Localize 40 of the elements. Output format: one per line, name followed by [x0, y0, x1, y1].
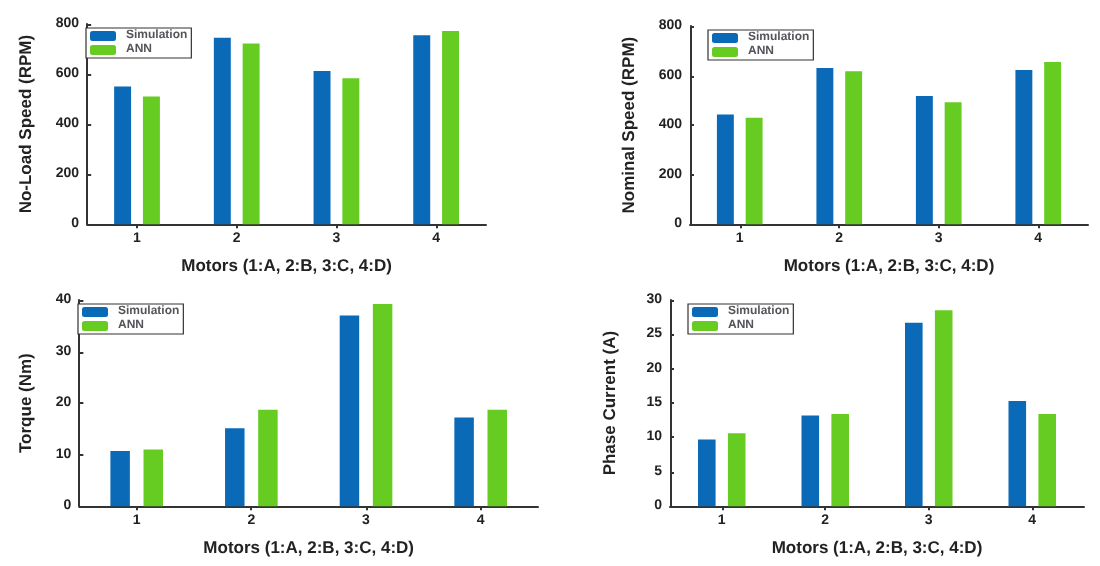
bar — [258, 409, 278, 507]
y-axis-title: Phase Current (A) — [599, 330, 619, 476]
bar — [845, 71, 863, 225]
bar — [745, 117, 763, 225]
bar — [142, 96, 160, 225]
bar — [1015, 70, 1033, 225]
x-axis-title: Motors (1:A, 2:B, 3:C, 4:D) — [181, 255, 393, 275]
bar — [1044, 61, 1062, 225]
bar — [915, 96, 933, 225]
bar — [1038, 414, 1056, 507]
bar — [313, 71, 331, 225]
bar — [831, 414, 849, 507]
bar — [944, 102, 962, 225]
bar — [339, 315, 360, 507]
bar — [1008, 401, 1027, 507]
y-axis-title: Torque (Nm) — [15, 352, 35, 454]
bar — [225, 428, 245, 507]
bar — [342, 78, 360, 225]
bar — [487, 409, 507, 507]
bar — [698, 439, 716, 507]
bar — [727, 433, 746, 507]
bar — [413, 35, 431, 225]
y-axis-title: No-Load Speed (RPM) — [15, 34, 35, 214]
y-axis-title: Nominal Speed (RPM) — [617, 36, 638, 214]
bar — [442, 31, 460, 225]
x-axis-title: Motors (1:A, 2:B, 3:C, 4:D) — [203, 537, 415, 557]
bar — [143, 449, 164, 507]
bar — [372, 304, 393, 507]
bar — [905, 322, 923, 507]
bar — [213, 37, 231, 225]
x-axis-title: Motors (1:A, 2:B, 3:C, 4:D) — [771, 537, 983, 557]
x-axis-title: Motors (1:A, 2:B, 3:C, 4:D) — [783, 255, 995, 275]
bar — [454, 417, 474, 507]
bar — [801, 415, 820, 507]
bar — [716, 114, 734, 225]
bar — [110, 451, 130, 507]
bar — [114, 86, 132, 225]
bar — [934, 310, 953, 507]
bar — [242, 43, 260, 225]
bar — [816, 68, 834, 225]
